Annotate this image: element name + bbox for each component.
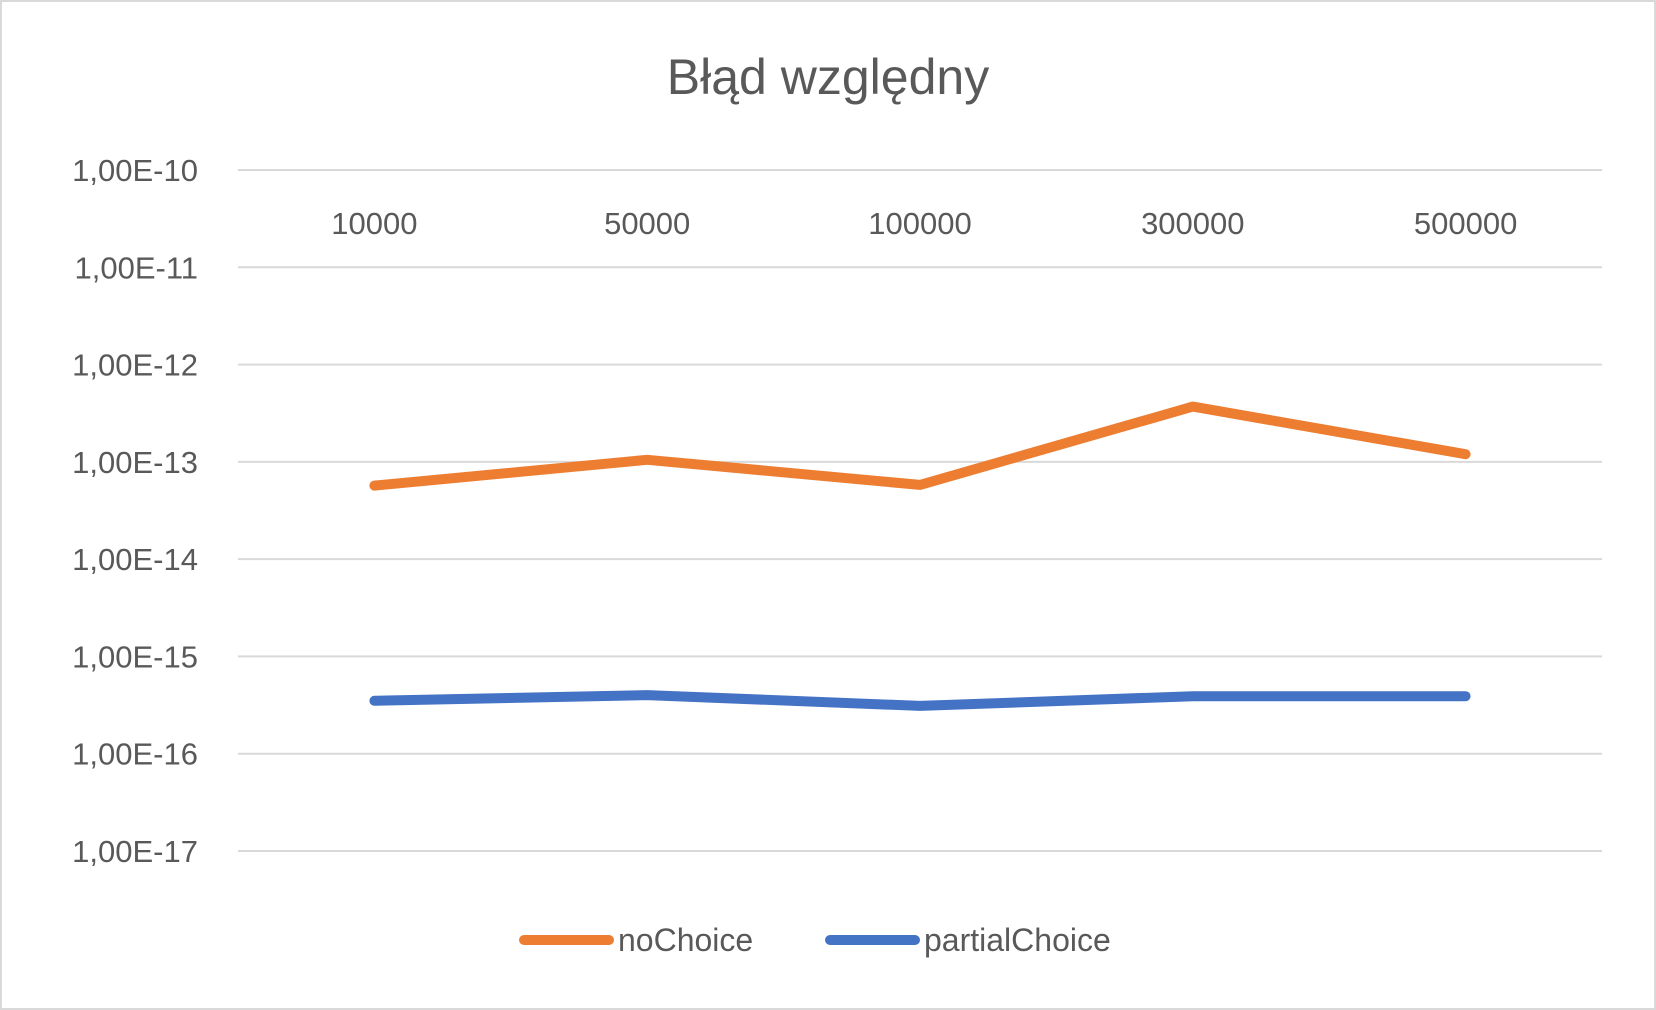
- y-tick-label: 1,00E-11: [74, 250, 198, 285]
- x-tick-label: 300000: [1141, 206, 1244, 241]
- y-tick-label: 1,00E-12: [72, 348, 198, 383]
- y-tick-label: 1,00E-16: [72, 737, 198, 772]
- legend: noChoice partialChoice: [519, 922, 1111, 958]
- x-tick-label: 500000: [1414, 206, 1517, 241]
- series-lines: [369, 401, 1471, 711]
- y-tick-label: 1,00E-15: [72, 639, 198, 674]
- legend-label: partialChoice: [924, 922, 1111, 958]
- x-tick-label: 100000: [868, 206, 971, 241]
- x-axis-tick-labels: 10000 50000 100000 300000 500000: [331, 206, 1517, 241]
- x-tick-label: 10000: [331, 206, 417, 241]
- y-tick-label: 1,00E-17: [72, 834, 198, 869]
- y-tick-label: 1,00E-13: [72, 445, 198, 480]
- y-axis-tick-labels: 1,00E-10 1,00E-11 1,00E-12 1,00E-13 1,00E-14…: [72, 153, 198, 869]
- series-line-partialChoice: [369, 690, 1471, 711]
- y-tick-label: 1,00E-14: [72, 542, 198, 577]
- chart-title: Błąd względny: [667, 49, 989, 105]
- x-tick-label: 50000: [604, 206, 690, 241]
- series-line-noChoice: [369, 401, 1471, 491]
- gridlines: [238, 169, 1602, 852]
- legend-label: noChoice: [618, 922, 753, 958]
- y-tick-label: 1,00E-10: [72, 153, 198, 188]
